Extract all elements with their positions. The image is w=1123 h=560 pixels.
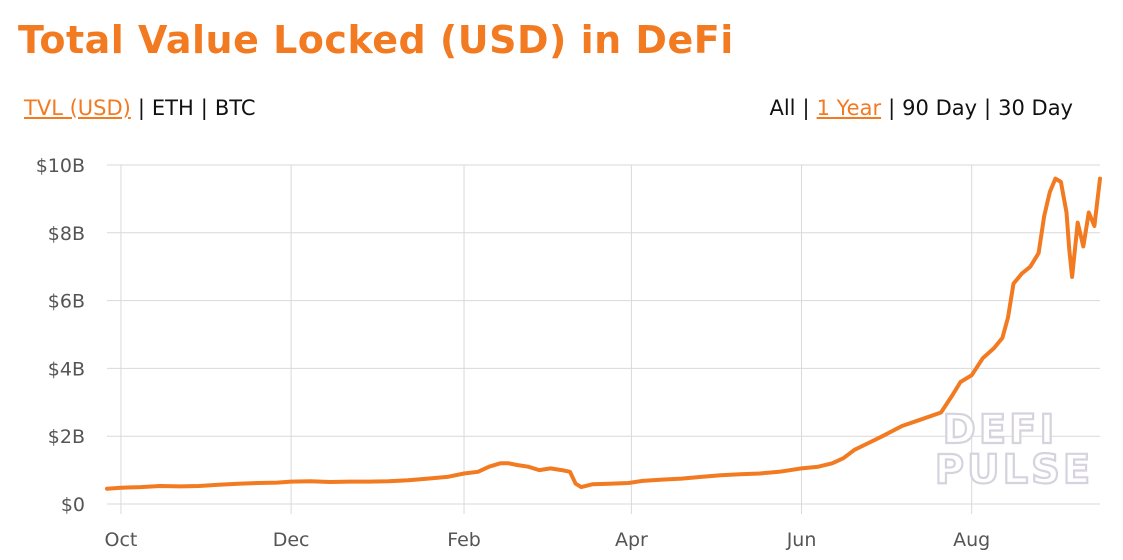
separator: | (200, 96, 208, 120)
x-tick-label: Oct (105, 529, 138, 551)
y-tick-label: $2B (48, 426, 85, 448)
x-tick-label: Apr (615, 529, 648, 551)
series-line-tvl (105, 176, 1102, 491)
range-toggle: All | 1 Year | 90 Day | 30 Day (769, 96, 1073, 120)
range-option-all[interactable]: All (769, 96, 796, 120)
metric-option-btc[interactable]: BTC (214, 96, 256, 120)
watermark-line-2: PULSE (935, 447, 1093, 493)
chart-title: Total Value Locked (USD) in DeFi (18, 18, 734, 62)
y-tick-label: $0 (61, 494, 85, 516)
x-axis-ticks: Oct Dec Feb Apr Jun Aug (105, 529, 991, 551)
metric-option-eth[interactable]: ETH (151, 96, 194, 120)
y-tick-label: $10B (36, 155, 85, 177)
y-tick-label: $8B (48, 223, 85, 245)
range-option-30-day[interactable]: 30 Day (998, 96, 1073, 120)
metric-toggle: TVL (USD) | ETH | BTC (24, 96, 256, 120)
separator: | (984, 96, 992, 120)
x-tick-label: Feb (447, 529, 481, 551)
watermark: DEFI PULSE (934, 406, 1093, 494)
range-option-90-day[interactable]: 90 Day (902, 96, 978, 120)
x-tick-label: Aug (953, 529, 990, 551)
y-axis-ticks: $0 $2B $4B $6B $8B $10B (36, 155, 85, 516)
grid-lines (107, 164, 1100, 514)
y-tick-label: $6B (48, 291, 85, 313)
separator: | (137, 96, 145, 120)
metric-option-tvl-usd[interactable]: TVL (USD) (24, 96, 131, 120)
separator: | (888, 96, 896, 120)
y-tick-label: $4B (48, 358, 85, 380)
range-option-1-year[interactable]: 1 Year (816, 96, 882, 120)
x-tick-label: Dec (273, 529, 310, 551)
x-tick-label: Jun (786, 529, 817, 551)
watermark-line-1: DEFI (943, 407, 1058, 453)
separator: | (802, 96, 810, 120)
